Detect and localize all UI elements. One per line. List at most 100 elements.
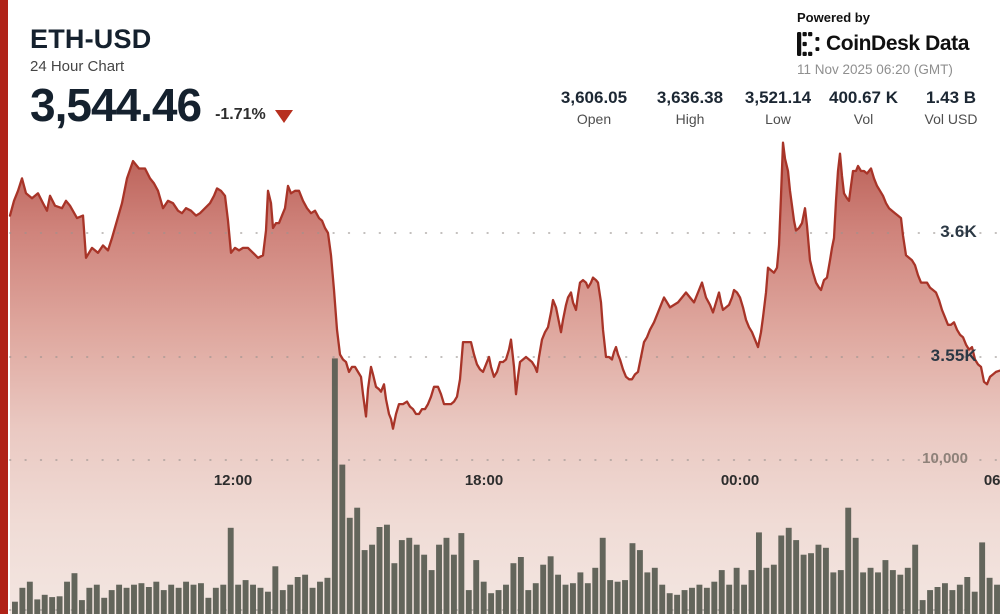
volume-bar	[145, 587, 152, 614]
volume-bar	[756, 532, 762, 614]
arrow-down-icon	[274, 110, 293, 123]
volume-bar	[949, 590, 956, 614]
coindesk-logo-icon	[797, 32, 820, 56]
stat-low: 3,521.14 Low	[735, 88, 821, 127]
volume-bar	[354, 507, 361, 614]
volume-bar	[644, 572, 651, 614]
volume-bar	[480, 581, 487, 614]
volume-bar	[942, 583, 948, 614]
volume-bar	[302, 574, 309, 614]
volume-bar	[808, 553, 814, 614]
volume-bar	[584, 583, 591, 614]
chart-timestamp: 11 Nov 2025 06:20 (GMT)	[797, 62, 953, 77]
volume-bar	[741, 584, 748, 614]
volume-bar	[488, 593, 495, 614]
volume-bar	[190, 584, 197, 614]
volume-bar	[220, 584, 227, 614]
volume-bar	[123, 587, 130, 614]
volume-bar	[971, 591, 978, 614]
volume-bar	[592, 567, 599, 614]
volume-bar	[331, 358, 338, 614]
volume-bar	[458, 533, 465, 614]
volume-bar	[748, 570, 755, 614]
volume-bar	[912, 544, 919, 614]
volume-bar	[837, 570, 844, 614]
volume-bar	[532, 583, 539, 614]
volume-bar	[473, 560, 480, 614]
volume-bar	[250, 584, 256, 614]
volume-bar	[622, 580, 628, 614]
volume-bar	[733, 567, 740, 614]
volume-bar	[391, 563, 398, 614]
stat-vol-label: Vol	[853, 111, 874, 127]
page-title: ETH-USD	[30, 24, 152, 54]
volume-bar	[800, 554, 807, 614]
volume-bar	[540, 564, 547, 614]
volume-bar	[183, 581, 190, 614]
volume-bar	[294, 577, 301, 614]
volume-bar	[272, 566, 279, 614]
volume-bar	[56, 596, 63, 614]
volume-bar	[413, 544, 420, 614]
volume-bar	[674, 594, 681, 614]
stat-high-label: High	[675, 111, 705, 127]
volume-bar	[317, 581, 323, 614]
volume-bar	[242, 580, 249, 614]
stat-open-value: 3,606.05	[560, 88, 628, 107]
volume-bar	[860, 572, 867, 614]
current-price: 3,544.46	[30, 79, 202, 131]
price-change-percent: -1.71%	[215, 106, 266, 123]
volume-bar	[12, 601, 18, 614]
volume-bar	[175, 587, 182, 614]
volume-bar	[599, 537, 606, 614]
volume-bar	[934, 587, 941, 614]
volume-bar	[116, 584, 123, 614]
stat-vol-usd-value: 1.43 B	[925, 88, 977, 107]
volume-bar	[904, 567, 911, 614]
volume-bar	[718, 570, 725, 614]
stat-vol-usd: 1.43 B Vol USD	[906, 88, 996, 127]
volume-bar	[436, 544, 442, 614]
volume-bar	[264, 591, 271, 614]
volume-bar	[465, 590, 472, 614]
volume-bar	[852, 537, 859, 614]
volume-bar	[71, 573, 78, 614]
volume-bar	[384, 524, 390, 614]
chart-subtitle: 24 Hour Chart	[30, 58, 125, 75]
volume-bar	[138, 583, 145, 614]
volume-bar	[257, 587, 264, 614]
volume-bar	[198, 583, 204, 614]
volume-bar	[547, 556, 554, 614]
powered-by-label: Powered by	[797, 10, 870, 25]
volume-bar	[964, 577, 971, 614]
volume-bar	[882, 560, 889, 614]
volume-bar	[376, 527, 383, 614]
volume-bar	[503, 584, 509, 614]
volume-bar	[406, 537, 413, 614]
stat-open: 3,606.05 Open	[543, 88, 645, 127]
volume-bar	[815, 544, 822, 614]
volume-bar	[636, 550, 643, 614]
volume-bar	[160, 590, 167, 614]
volume-bar	[101, 597, 108, 614]
volume-bar	[555, 574, 562, 614]
coindesk-data-link[interactable]: CoinDesk Data	[797, 32, 997, 56]
current-price-row: 3,544.46 -1.71%	[30, 82, 293, 128]
volume-bar	[830, 572, 837, 614]
volume-bar	[398, 540, 405, 614]
volume-bar	[153, 581, 160, 614]
volume-bar	[168, 584, 175, 614]
volume-bar	[131, 584, 137, 614]
volume-bar	[287, 584, 294, 614]
volume-bar	[495, 590, 502, 614]
volume-bar	[703, 587, 710, 614]
volume-bar	[607, 580, 614, 614]
brand-name: CoinDesk Data	[826, 32, 970, 55]
volume-bar	[235, 584, 242, 614]
volume-bar	[443, 537, 450, 614]
volume-bar	[875, 572, 881, 614]
stat-vol-usd-label: Vol USD	[924, 111, 978, 127]
volume-bar	[845, 507, 852, 614]
volume-bar	[785, 527, 792, 614]
